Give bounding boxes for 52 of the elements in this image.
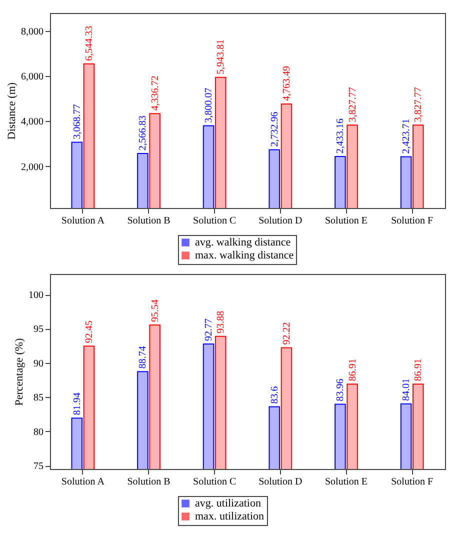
data-label: 83.6 (269, 386, 280, 404)
y-tick-label: 8,000 (21, 26, 44, 38)
data-label: 92.77 (204, 318, 215, 341)
data-label: 86.91 (413, 358, 424, 382)
x-tick-label: Solution B (127, 476, 171, 488)
y-tick-label: 4,000 (21, 116, 44, 128)
y-axis-title: Percentage (%) (14, 338, 26, 406)
y-tick-label: 90 (34, 358, 44, 370)
data-label: 86.91 (347, 358, 358, 382)
data-label: 4,336.72 (150, 76, 161, 111)
data-label: 83.96 (335, 378, 346, 402)
data-label: 81.94 (72, 392, 83, 416)
legend-label: avg. walking distance (195, 236, 291, 248)
y-tick-label: 6,000 (21, 72, 44, 83)
data-label: 93.88 (216, 310, 227, 334)
x-tick-label: Solution F (391, 216, 434, 226)
x-tick-label: Solution C (193, 476, 236, 488)
y-axis-title: Distance (m) (6, 82, 18, 140)
x-tick-label: Solution C (193, 216, 236, 226)
x-tick-label: Solution A (61, 216, 106, 226)
x-tick-label: Solution D (258, 216, 302, 226)
x-tick-label: Solution F (391, 476, 434, 488)
data-label: 92.22 (281, 322, 292, 345)
data-label: 5,943.81 (216, 39, 227, 74)
x-tick-label: Solution A (61, 476, 106, 488)
data-label: 3,800.07 (204, 88, 215, 123)
data-label: 3,827.77 (347, 87, 358, 122)
x-tick-label: Solution B (127, 216, 171, 226)
data-label: 4,763.49 (281, 66, 292, 101)
data-label: 84.01 (401, 378, 412, 401)
legend-label: max. utilization (195, 510, 265, 522)
y-tick-label: 75 (34, 461, 44, 472)
data-label: 2,433.16 (335, 118, 346, 154)
data-label: 95.54 (150, 300, 161, 322)
x-tick-label: Solution D (258, 476, 302, 488)
data-label: 2,732.96 (269, 112, 280, 147)
data-label: 2,566.83 (138, 116, 149, 151)
y-tick-label: 2,000 (21, 162, 44, 173)
y-tick-label: 95 (34, 324, 44, 336)
x-tick-label: Solution E (324, 476, 368, 488)
y-tick-label: 85 (34, 392, 44, 404)
data-label: 3,068.77 (72, 104, 83, 140)
y-tick-label: 80 (34, 426, 44, 438)
legend-label: avg. utilization (195, 498, 262, 510)
data-label: 92.45 (84, 320, 95, 344)
x-tick-label: Solution E (324, 216, 368, 226)
data-label: 2,423.71 (401, 118, 412, 154)
data-label: 3,827.77 (413, 87, 424, 122)
legend-label: max. walking distance (195, 250, 294, 262)
y-tick-label: 100 (28, 290, 44, 302)
data-label: 88.74 (138, 346, 149, 369)
data-label: 6,544.33 (84, 26, 95, 61)
